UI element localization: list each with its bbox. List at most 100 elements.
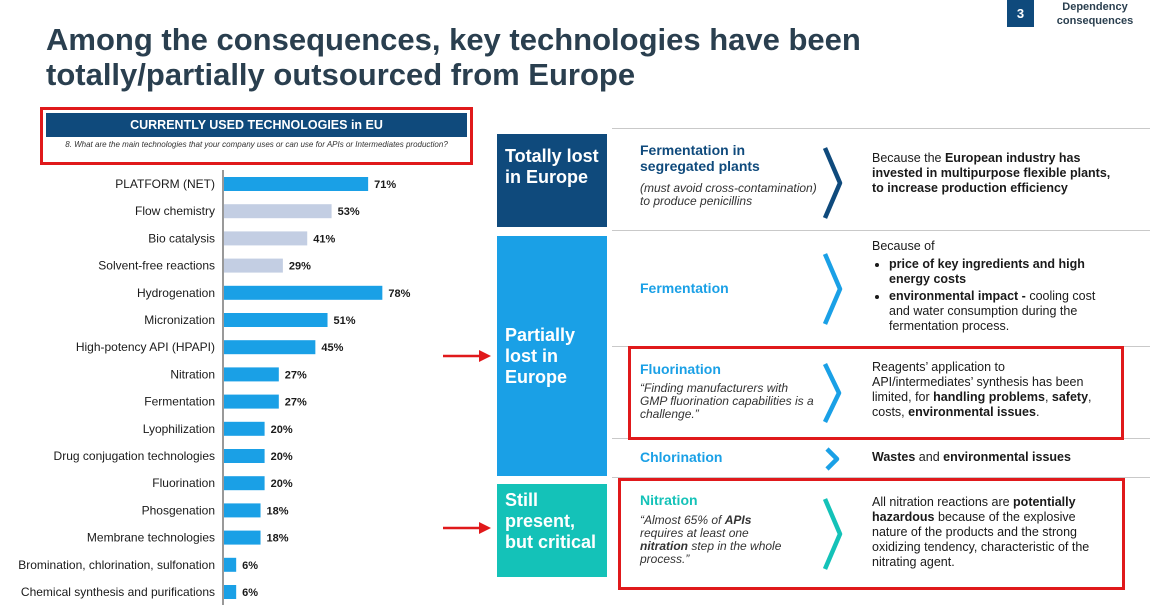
- bar: [224, 258, 283, 273]
- desc-nitration: All nitration reactions are potentially …: [872, 495, 1112, 570]
- category-partially-lost: Partially lost in Europe: [497, 236, 607, 476]
- chevron-right-icon: [825, 447, 840, 471]
- category-label: Fermentation: [144, 395, 215, 409]
- category-label: Membrane technologies: [87, 531, 215, 545]
- bar: [224, 585, 237, 599]
- highlight-box: [618, 478, 1125, 590]
- category-label: Drug conjugation technologies: [54, 449, 215, 463]
- survey-question: 8. What are the main technologies that y…: [65, 140, 448, 149]
- divider: [612, 230, 1150, 231]
- category-still-present: Still present, but critical: [497, 484, 607, 577]
- data-label: 20%: [271, 424, 293, 436]
- desc-bold: potentially hazardous: [872, 495, 1076, 524]
- bar: [224, 285, 383, 300]
- data-label: 27%: [285, 397, 307, 409]
- desc-bold: Wastes: [872, 450, 916, 464]
- desc-text: Because of: [872, 239, 935, 253]
- note-text: requires at least one: [640, 526, 749, 540]
- category-label: Bromination, chlorination, sulfonation: [18, 558, 215, 572]
- bar: [224, 557, 237, 572]
- chevron-right-icon: [822, 498, 843, 570]
- data-label: 51%: [334, 315, 356, 327]
- desc-text: because of the explosive nature of the p…: [872, 510, 1090, 569]
- data-label: 45%: [321, 342, 343, 354]
- chevron-right-icon: [822, 363, 842, 423]
- category-label: Lyophilization: [143, 422, 215, 436]
- page-number-badge: 3: [1007, 0, 1034, 27]
- tech-nitration: Nitration “Almost 65% of APIs requires a…: [640, 492, 790, 566]
- category-label: Partially lost in Europe: [505, 324, 576, 387]
- data-label: 78%: [388, 288, 410, 300]
- desc-text: ,: [1044, 390, 1052, 404]
- desc-text: .: [1035, 405, 1040, 419]
- category-label: Totally lost in Europe: [505, 146, 599, 187]
- page-title: Among the consequences, key technologies…: [46, 22, 861, 92]
- tech-name: Fermentation: [640, 280, 729, 296]
- desc-fluorination: Reagents’ application to API/intermediat…: [872, 360, 1100, 420]
- bar: [224, 449, 265, 463]
- desc-text: , costs,: [872, 390, 1092, 419]
- desc-bold: price of key ingredients and high energy…: [889, 257, 1085, 286]
- desc-bold: handling problems: [933, 390, 1045, 404]
- divider: [612, 477, 1150, 478]
- category-label: Nitration: [170, 367, 215, 381]
- data-label: 20%: [271, 451, 293, 463]
- data-label: 41%: [313, 233, 335, 245]
- data-label: 6%: [242, 587, 258, 599]
- bar: [224, 231, 308, 246]
- survey-question-box: CURRENTLY USED TECHNOLOGIES in EU 8. Wha…: [40, 107, 473, 165]
- category-label: Still present, but critical: [505, 490, 597, 552]
- category-label: PLATFORM (NET): [115, 177, 215, 191]
- survey-header: CURRENTLY USED TECHNOLOGIES in EU: [46, 113, 467, 137]
- category-label: Solvent-free reactions: [98, 259, 215, 273]
- tech-fermentation: Fermentation: [640, 280, 820, 296]
- tech-name: Chlorination: [640, 449, 723, 465]
- desc-fermentation: Because of price of key ingredients and …: [872, 239, 1117, 336]
- bar: [224, 476, 265, 491]
- tech-note: (must avoid cross-contamination) to prod…: [640, 181, 817, 208]
- desc-bold: environmental issues: [908, 405, 1036, 419]
- data-label: 71%: [374, 179, 396, 191]
- desc-bullet: environmental impact - cooling cost and …: [889, 289, 1117, 334]
- bar: [224, 367, 279, 382]
- desc-text: Reagents’ application to API/intermediat…: [872, 360, 1084, 404]
- data-label: 18%: [267, 505, 289, 517]
- desc-chlorination: Wastes and environmental issues: [872, 450, 1122, 465]
- desc-text: cooling cost and water consumption durin…: [889, 289, 1096, 333]
- bar: [224, 503, 261, 518]
- tech-name: Fluorination: [640, 361, 721, 377]
- arrow-right-icon: [443, 522, 491, 534]
- category-label: High-potency API (HPAPI): [76, 340, 215, 354]
- category-label: Fluorination: [152, 476, 215, 490]
- tech-fluorination: Fluorination “Finding manufacturers with…: [640, 361, 815, 421]
- bar: [224, 204, 332, 219]
- divider: [612, 128, 1150, 129]
- desc-bold: environmental issues: [943, 450, 1071, 464]
- desc-text: and: [915, 450, 944, 464]
- category-label: Chemical synthesis and purifications: [21, 585, 215, 599]
- desc-bold: environmental impact -: [889, 289, 1026, 303]
- tech-name: Nitration: [640, 492, 698, 508]
- chevron-right-icon: [822, 253, 843, 325]
- bar: [224, 530, 261, 545]
- category-label: Flow chemistry: [135, 204, 215, 218]
- bar: [224, 421, 265, 436]
- desc-bullet: price of key ingredients and high energy…: [889, 257, 1117, 287]
- chevron-right-icon: [822, 147, 843, 219]
- tech-name: Fermentation in segregated plants: [640, 142, 760, 174]
- data-label: 53%: [338, 206, 360, 218]
- arrow-right-icon: [443, 350, 491, 362]
- data-label: 20%: [271, 478, 293, 490]
- data-label: 27%: [285, 369, 307, 381]
- highlight-box: [628, 346, 1124, 440]
- data-label: 29%: [289, 261, 311, 273]
- data-label: 6%: [242, 560, 258, 572]
- desc-text: All nitration reactions are: [872, 495, 1014, 509]
- note-bold: nitration: [640, 539, 688, 553]
- tech-chlorination: Chlorination: [640, 449, 820, 465]
- tech-fermentation-segregated: Fermentation in segregated plants (must …: [640, 142, 820, 208]
- data-label: 18%: [267, 533, 289, 545]
- desc-bold: European industry has invested in multip…: [872, 151, 1111, 195]
- bar: [224, 177, 369, 191]
- bar: [224, 340, 316, 355]
